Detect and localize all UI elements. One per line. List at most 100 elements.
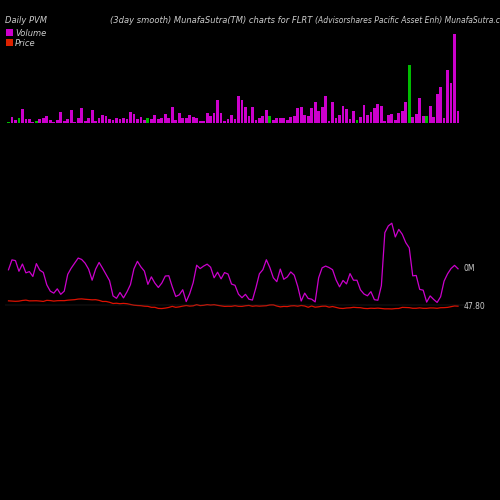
Bar bbox=[77, 118, 80, 122]
Bar bbox=[171, 107, 173, 122]
Bar bbox=[80, 108, 83, 122]
Bar bbox=[262, 116, 264, 122]
Bar bbox=[348, 120, 352, 122]
Bar bbox=[432, 116, 435, 122]
Bar bbox=[49, 120, 51, 122]
Bar bbox=[317, 111, 320, 122]
Bar bbox=[90, 110, 94, 122]
Bar bbox=[376, 104, 380, 122]
Bar bbox=[310, 108, 313, 122]
Bar bbox=[401, 111, 404, 122]
Bar bbox=[418, 98, 421, 122]
Bar bbox=[63, 121, 66, 122]
Bar bbox=[342, 106, 344, 122]
Bar bbox=[212, 113, 216, 122]
Bar bbox=[129, 112, 132, 122]
Bar bbox=[394, 120, 396, 122]
Bar bbox=[216, 100, 219, 122]
Bar bbox=[366, 116, 369, 122]
Bar bbox=[286, 120, 288, 122]
Text: (3day smooth) MunafaSutra(TM) charts for FLRT: (3day smooth) MunafaSutra(TM) charts for… bbox=[110, 16, 312, 25]
Bar bbox=[265, 110, 268, 122]
Bar bbox=[24, 120, 28, 122]
Bar bbox=[352, 110, 355, 122]
Text: Volume: Volume bbox=[15, 28, 46, 38]
Bar bbox=[18, 118, 20, 122]
Bar bbox=[314, 102, 316, 122]
Bar bbox=[244, 107, 247, 122]
Bar bbox=[185, 118, 188, 122]
Bar bbox=[412, 116, 414, 122]
Bar bbox=[446, 70, 449, 122]
Bar bbox=[70, 110, 72, 122]
Bar bbox=[373, 108, 376, 122]
Bar bbox=[272, 120, 274, 122]
Bar bbox=[150, 119, 153, 122]
Bar bbox=[132, 114, 136, 122]
Bar bbox=[248, 116, 250, 122]
Bar bbox=[10, 117, 14, 122]
Bar bbox=[296, 108, 299, 122]
Bar bbox=[38, 120, 41, 122]
Bar bbox=[168, 118, 170, 122]
Bar bbox=[164, 114, 166, 122]
Bar bbox=[251, 107, 254, 122]
Bar bbox=[14, 120, 17, 122]
Bar bbox=[146, 118, 150, 122]
Bar bbox=[42, 118, 44, 122]
Bar bbox=[209, 116, 212, 122]
Bar bbox=[101, 115, 104, 122]
Bar bbox=[157, 119, 160, 122]
Text: 0M: 0M bbox=[464, 264, 475, 274]
Bar bbox=[320, 106, 324, 122]
Bar bbox=[422, 116, 424, 122]
Bar bbox=[206, 113, 208, 122]
Bar bbox=[331, 102, 334, 122]
Bar bbox=[223, 121, 226, 122]
Bar bbox=[426, 116, 428, 122]
Bar bbox=[304, 114, 306, 122]
Bar bbox=[112, 120, 114, 122]
Bar bbox=[293, 116, 296, 122]
Bar bbox=[279, 118, 281, 122]
Bar bbox=[429, 106, 432, 122]
Bar bbox=[450, 82, 452, 122]
Bar bbox=[230, 115, 233, 122]
Bar bbox=[390, 114, 393, 122]
Bar bbox=[87, 118, 90, 122]
Bar bbox=[258, 118, 261, 122]
Bar bbox=[456, 112, 460, 122]
Bar bbox=[140, 117, 142, 122]
Bar bbox=[307, 116, 310, 122]
Bar bbox=[254, 120, 258, 122]
Bar bbox=[60, 112, 62, 122]
Bar bbox=[345, 109, 348, 122]
Bar bbox=[94, 121, 97, 122]
Bar bbox=[84, 120, 86, 122]
Bar bbox=[268, 116, 271, 122]
Bar bbox=[282, 118, 285, 122]
Text: (Advisorshares Pacific Asset Enh) MunafaSutra.com: (Advisorshares Pacific Asset Enh) Munafa… bbox=[315, 16, 500, 25]
Bar bbox=[174, 120, 177, 122]
Bar bbox=[442, 118, 446, 122]
Bar bbox=[362, 104, 366, 122]
Bar bbox=[398, 112, 400, 122]
Bar bbox=[122, 118, 125, 122]
Bar bbox=[408, 65, 410, 122]
Bar bbox=[453, 34, 456, 122]
Bar bbox=[226, 118, 230, 122]
Bar bbox=[192, 116, 194, 122]
Bar bbox=[46, 116, 48, 122]
Bar bbox=[234, 120, 236, 122]
Bar bbox=[160, 118, 163, 122]
Bar bbox=[178, 113, 180, 122]
Bar bbox=[439, 87, 442, 122]
Bar bbox=[136, 120, 139, 122]
Bar bbox=[237, 96, 240, 122]
Bar bbox=[56, 120, 58, 122]
Bar bbox=[404, 102, 407, 122]
Bar bbox=[202, 120, 205, 122]
Text: Price: Price bbox=[15, 38, 36, 48]
Bar bbox=[380, 106, 383, 122]
Bar bbox=[35, 121, 38, 122]
